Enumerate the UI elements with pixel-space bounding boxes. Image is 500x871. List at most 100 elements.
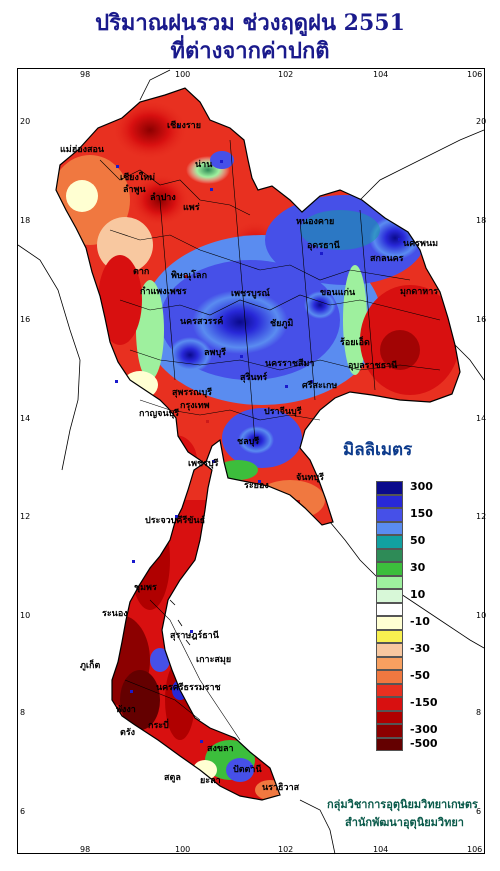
legend-swatch xyxy=(376,629,403,643)
legend-swatch xyxy=(376,710,403,724)
lat-tick-label-left: 14 xyxy=(20,414,31,423)
place-label: นครศรีธรรมราช xyxy=(156,683,221,693)
legend-label: 10 xyxy=(410,588,426,601)
place-label: ศรีสะเกษ xyxy=(302,381,338,391)
place-label: ระยอง xyxy=(244,481,269,491)
lat-tick-label-right: 20 xyxy=(476,117,487,126)
legend-label: -300 xyxy=(410,723,438,736)
place-label: นครราชสีมา xyxy=(265,359,315,369)
legend-label: 30 xyxy=(410,561,426,574)
legend-swatch xyxy=(376,562,403,576)
place-label: ลำพูน xyxy=(123,185,146,195)
place-label: ปราจีนบุรี xyxy=(264,407,302,417)
legend-label: -50 xyxy=(410,669,430,682)
lat-tick-label-right: 8 xyxy=(476,708,482,717)
place-label: สุราษฎร์ธานี xyxy=(170,631,219,641)
station-markers xyxy=(115,125,401,768)
place-label: แพร่ xyxy=(183,203,200,213)
legend-swatch xyxy=(376,683,403,697)
legend-swatch xyxy=(376,548,403,562)
legend-label: -500 xyxy=(410,736,438,750)
place-label: เกาะสมุย xyxy=(196,655,232,665)
lon-tick-label-bottom: 104 xyxy=(373,845,389,854)
place-label: ตรัง xyxy=(120,728,136,738)
place-label: ระนอง xyxy=(102,609,128,619)
place-label: ปัตตานี xyxy=(233,765,262,775)
legend-swatch xyxy=(376,697,403,711)
place-label: ขอนแก่น xyxy=(320,288,356,298)
legend-label: 50 xyxy=(410,534,426,547)
lon-tick-label-top: 104 xyxy=(373,70,389,79)
place-label: นครพนม xyxy=(403,239,439,249)
place-label: อุดรธานี xyxy=(307,241,340,251)
place-label: ลพบุรี xyxy=(204,348,226,358)
place-label: พิษณุโลก xyxy=(171,271,208,281)
lat-tick-label-right: 14 xyxy=(476,414,487,423)
place-label: ลำปาง xyxy=(150,193,176,203)
place-label: สงขลา xyxy=(207,744,234,754)
legend-swatch xyxy=(376,508,403,522)
place-label: เชียงใหม่ xyxy=(120,173,156,183)
legend-swatch xyxy=(376,589,403,603)
credit-line1: กลุ่มวิชาการอุตุนิยมวิทยาเกษตร xyxy=(327,798,478,811)
legend-swatch xyxy=(376,643,403,657)
legend-swatch xyxy=(376,521,403,535)
lon-tick-label-top: 102 xyxy=(278,70,294,79)
legend-swatch xyxy=(376,737,403,751)
place-label: สตูล xyxy=(164,773,181,783)
legend-swatch xyxy=(376,481,403,495)
legend-label: -150 xyxy=(410,696,438,709)
lon-tick-label-bottom: 98 xyxy=(80,845,91,854)
lat-tick-label-left: 8 xyxy=(20,708,26,717)
credit-line2: สำนักพัฒนาอุตุนิยมวิทยา xyxy=(345,816,464,829)
legend-swatch xyxy=(376,535,403,549)
place-label: สุรินทร์ xyxy=(240,373,268,383)
place-label: นราธิวาส xyxy=(262,783,300,793)
legend-swatch xyxy=(376,670,403,684)
lat-tick-label-right: 16 xyxy=(476,315,487,324)
place-label: อุบลราชธานี xyxy=(348,361,398,371)
map-title-line1: ปริมาณฝนรวม ช่วงฤดูฝน 2551 xyxy=(95,10,405,36)
legend-label: 300 xyxy=(410,480,433,493)
province-borders xyxy=(99,139,441,741)
place-label: ชัยภูมิ xyxy=(270,319,294,329)
place-label: ตาก xyxy=(133,267,150,277)
place-label: กระบี่ xyxy=(148,721,169,731)
place-label: ภูเก็ต xyxy=(80,661,101,671)
legend-swatch xyxy=(376,724,403,738)
place-label: พังงา xyxy=(116,705,136,715)
place-label: เพชรบุรี xyxy=(188,459,219,469)
place-label: กรุงเทพ xyxy=(180,401,210,411)
place-label: หนองคาย xyxy=(296,217,335,227)
lon-tick-label-top: 100 xyxy=(175,70,191,79)
lon-tick-label-bottom: 106 xyxy=(467,845,483,854)
map-title-line2: ที่ต่างจากค่าปกติ xyxy=(170,38,330,64)
lat-tick-label-right: 12 xyxy=(476,512,487,521)
place-label: เชียงราย xyxy=(167,121,202,131)
place-label: ร้อยเอ็ด xyxy=(340,338,370,348)
lon-tick-label-top: 98 xyxy=(80,70,91,79)
place-label: น่าน xyxy=(195,160,213,170)
place-label: ชลบุรี xyxy=(237,437,260,447)
place-label: กำแพงเพชร xyxy=(140,287,187,297)
legend-label: -30 xyxy=(410,642,430,655)
place-label: จันทบุรี xyxy=(296,473,324,483)
lat-tick-label-right: 10 xyxy=(476,611,487,620)
lon-tick-label-top: 106 xyxy=(467,70,483,79)
lat-tick-label-left: 6 xyxy=(20,807,26,816)
place-label: แม่ฮ่องสอน xyxy=(60,145,105,155)
place-label: ยะลา xyxy=(200,776,221,786)
lat-tick-label-left: 20 xyxy=(20,117,31,126)
lat-tick-label-left: 18 xyxy=(20,216,31,225)
legend-swatch xyxy=(376,494,403,508)
map-frame xyxy=(17,68,485,854)
place-label: นครสวรรค์ xyxy=(180,317,224,327)
place-label: เพชรบูรณ์ xyxy=(231,289,270,299)
place-label: ชุมพร xyxy=(134,583,157,593)
legend-swatch xyxy=(376,656,403,670)
thailand-outline xyxy=(55,87,461,801)
lat-tick-label-right: 6 xyxy=(476,807,482,816)
place-label: สกลนคร xyxy=(370,254,404,264)
legend-swatch xyxy=(376,575,403,589)
